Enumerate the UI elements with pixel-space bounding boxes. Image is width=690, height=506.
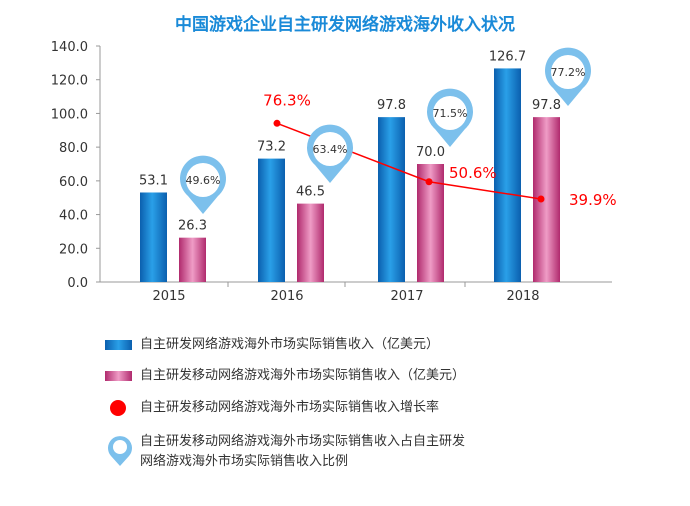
growth-rate-point [537, 195, 545, 203]
y-tick-label: 40.0 [59, 209, 88, 224]
overseas-revenue-bar [494, 68, 521, 282]
share-pin-label: 63.4% [313, 143, 348, 156]
chart-title: 中国游戏企业自主研发网络游戏海外收入状况 [175, 14, 515, 35]
share-pin-label: 77.2% [551, 66, 586, 79]
mobile-revenue-bar [179, 237, 206, 282]
growth-rate-label: 50.6% [449, 164, 497, 182]
y-tick-label: 0.0 [67, 276, 88, 291]
bar-data-label: 73.2 [257, 140, 286, 155]
growth-rate-label: 76.3% [263, 91, 311, 109]
y-tick-label: 100.0 [51, 107, 88, 122]
x-tick-label: 2018 [506, 289, 539, 304]
y-tick-label: 20.0 [59, 242, 88, 257]
overseas-revenue-bar [258, 158, 285, 282]
x-tick-label: 2015 [152, 289, 185, 304]
growth-rate-point [425, 178, 433, 186]
legend-swatch-blue [105, 340, 132, 350]
x-tick-label: 2017 [390, 289, 423, 304]
legend-label: 网络游戏海外市场实际销售收入比例 [140, 454, 349, 469]
overseas-revenue-bar [140, 192, 167, 282]
legend-red-dot [110, 400, 126, 416]
share-pin-label: 49.6% [186, 174, 221, 187]
legend-label: 自主研发网络游戏海外市场实际销售收入（亿美元） [140, 337, 440, 352]
growth-rate-label: 39.9% [569, 191, 617, 209]
map-pin-icon [108, 436, 132, 466]
bar-data-label: 126.7 [489, 49, 526, 64]
mobile-revenue-bar [297, 203, 324, 282]
mobile-revenue-bar [533, 117, 560, 282]
legend-item-mobile-revenue: 自主研发移动网络游戏海外市场实际销售收入（亿美元） [105, 366, 465, 383]
legend-label: 自主研发移动网络游戏海外市场实际销售收入（亿美元） [140, 368, 466, 383]
y-tick-label: 60.0 [59, 175, 88, 190]
y-tick-label: 80.0 [59, 141, 88, 156]
legend-item-overseas-revenue: 自主研发网络游戏海外市场实际销售收入（亿美元） [105, 335, 439, 352]
share-pin-inner [551, 55, 585, 89]
y-tick-label: 120.0 [51, 74, 88, 89]
bar-data-label: 46.5 [296, 185, 325, 200]
bar-data-label: 97.8 [532, 98, 561, 113]
x-tick-label: 2016 [270, 289, 303, 304]
legend-label: 自主研发移动网络游戏海外市场实际销售收入占自主研发 [140, 434, 466, 449]
share-pin-label: 71.5% [433, 107, 468, 120]
legend-swatch-pink [105, 371, 132, 381]
bar-data-label: 53.1 [139, 173, 168, 188]
bar-data-label: 97.8 [377, 98, 406, 113]
legend-item-growth-rate: 自主研发移动网络游戏海外市场实际销售收入增长率 [105, 398, 439, 416]
overseas-revenue-bar [378, 117, 405, 282]
share-pin-inner [313, 132, 347, 166]
y-tick-label: 140.0 [51, 40, 88, 55]
legend-label: 自主研发移动网络游戏海外市场实际销售收入增长率 [140, 400, 440, 415]
share-pin-inner [186, 163, 220, 197]
share-pin-inner [433, 96, 467, 130]
legend-item-share: 自主研发移动网络游戏海外市场实际销售收入占自主研发 网络游戏海外市场实际销售收入… [105, 432, 465, 469]
growth-rate-point [273, 119, 281, 127]
bar-data-label: 26.3 [178, 219, 207, 234]
bar-data-label: 70.0 [416, 145, 445, 160]
